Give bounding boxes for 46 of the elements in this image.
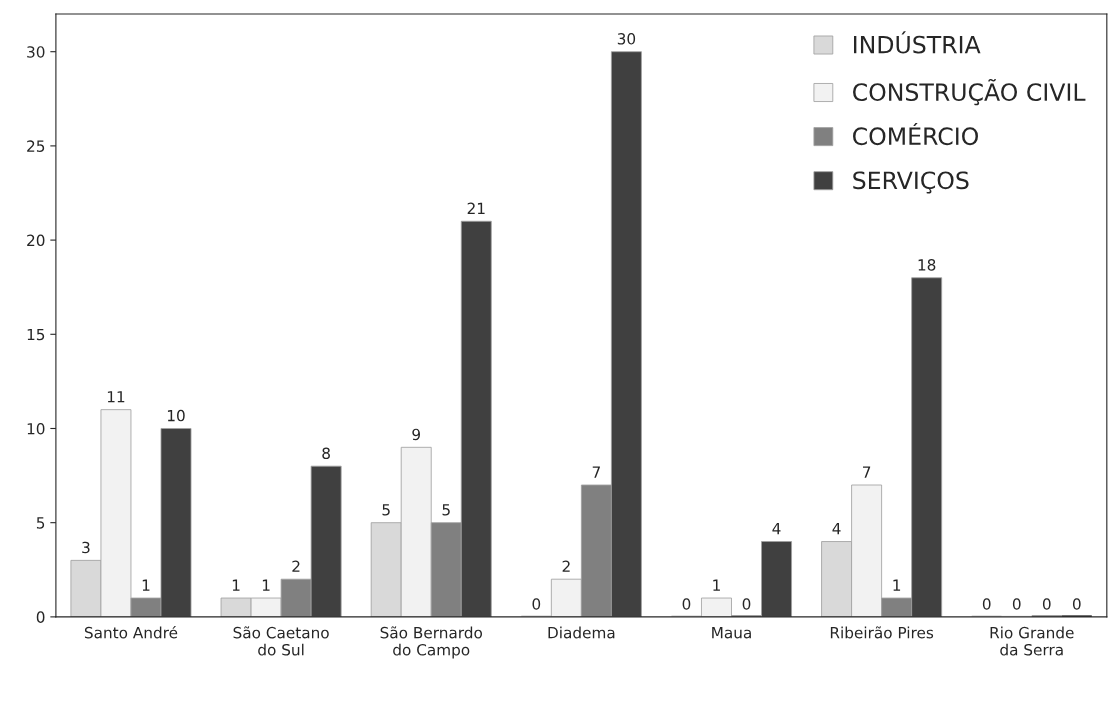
data-label: 1 [232, 579, 240, 591]
x-tick-label: São Caetano do Sul [233, 626, 329, 656]
data-label: 0 [742, 598, 751, 610]
x-tick-label: Maua [712, 627, 751, 639]
data-label: 2 [292, 560, 300, 572]
y-tick-label: 5 [36, 517, 45, 529]
data-label: 18 [918, 259, 936, 271]
data-label: 1 [713, 579, 720, 591]
data-label: 2 [562, 560, 570, 572]
data-label: 0 [682, 598, 691, 610]
y-tick-label: 30 [27, 46, 45, 58]
data-label: 30 [617, 33, 636, 45]
y-tick-label: 0 [36, 611, 45, 623]
x-tick-label: Santo André [84, 625, 178, 639]
data-label: 9 [412, 428, 420, 441]
data-label: 5 [442, 504, 450, 516]
data-label: 1 [262, 579, 270, 591]
y-tick-label: 10 [27, 422, 45, 435]
data-label: 1 [142, 579, 150, 591]
legend-label: COMÉRCIO [853, 122, 978, 146]
data-label: 8 [322, 447, 330, 460]
x-tick-label: São Bernardo do Campo [380, 626, 483, 659]
y-tick-label: 25 [27, 140, 45, 152]
y-tick-label: 15 [27, 328, 45, 341]
data-label: 5 [382, 504, 390, 516]
data-label: 7 [592, 466, 600, 478]
data-label: 0 [982, 598, 991, 610]
data-label: 11 [107, 391, 125, 403]
data-label: 1 [893, 579, 901, 591]
data-label: 7 [863, 466, 871, 478]
data-label: 21 [467, 202, 485, 214]
data-label: 0 [532, 598, 541, 610]
data-label: 0 [1012, 598, 1021, 610]
x-tick-label: Rio Grande da Serra [990, 626, 1074, 656]
x-tick-label: Diadema [548, 626, 615, 639]
data-label: 0 [1042, 598, 1051, 610]
legend-label: CONSTRUÇÃO CIVIL [853, 79, 1086, 106]
y-tick-label: 20 [27, 234, 45, 247]
data-label: 4 [772, 523, 781, 535]
data-label: 10 [167, 409, 185, 422]
data-label: 3 [82, 541, 90, 554]
data-label: 0 [1072, 598, 1081, 610]
data-label: 4 [832, 523, 841, 535]
legend-label: SERVIÇOS [853, 171, 969, 194]
legend-label: INDÚSTRIA [854, 31, 981, 54]
x-tick-label: Ribeirão Pires [830, 626, 934, 639]
